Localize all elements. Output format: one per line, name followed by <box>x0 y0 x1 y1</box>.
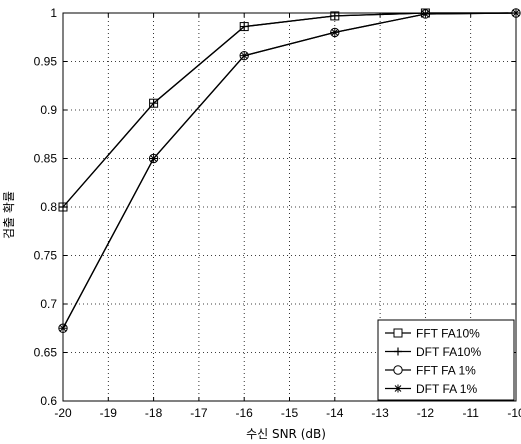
legend-marker-square <box>393 328 403 338</box>
x-tick-label: -18 <box>145 406 163 420</box>
y-tick-label: 0.95 <box>34 55 58 69</box>
x-tick-label: -14 <box>326 406 344 420</box>
data-point-plus <box>240 22 249 31</box>
y-tick-label: 1 <box>50 6 57 20</box>
x-tick-label: -12 <box>417 406 435 420</box>
x-tick-label: -13 <box>371 406 389 420</box>
y-axis-label: 검출 확률 <box>2 191 16 239</box>
series-line <box>62 12 517 329</box>
y-tick-label: 0.9 <box>40 103 57 117</box>
data-point-star <box>240 51 249 60</box>
x-tick-label: -10 <box>507 406 521 420</box>
plot-area <box>62 12 517 402</box>
data-point-plus <box>149 99 158 108</box>
x-tick-label: -11 <box>462 406 479 420</box>
y-tick-label: 0.8 <box>40 200 57 214</box>
legend: FFT FA10% DFT FA10% FFT FA 1% DFT FA 1% <box>377 319 515 401</box>
axis-ticks: -20 -19 -18 -17 -16 -15 -14 -13 -12 -11 -10 0.6 0.65… <box>34 6 521 420</box>
y-tick-label: 0.75 <box>34 249 58 263</box>
x-axis-label: 수신 SNR (dB) <box>246 427 326 441</box>
legend-marker-star <box>394 384 402 393</box>
x-tick-label: -17 <box>190 406 208 420</box>
y-tick-label: 0.65 <box>34 346 58 360</box>
legend-label: FFT FA 1% <box>416 364 476 378</box>
legend-label: DFT FA10% <box>416 345 481 359</box>
y-tick-label: 0.85 <box>34 152 58 166</box>
grid <box>63 13 516 401</box>
legend-label: DFT FA 1% <box>416 382 477 396</box>
data-point-star <box>149 154 158 163</box>
x-tick-label: -20 <box>54 406 72 420</box>
legend-label: FFT FA10% <box>416 327 480 341</box>
legend-marker-plus <box>394 347 402 356</box>
x-tick-label: -19 <box>100 406 118 420</box>
y-tick-label: 0.6 <box>40 394 57 408</box>
legend-marker-circle <box>393 365 403 375</box>
x-tick-label: -15 <box>281 406 299 420</box>
data-point-star <box>421 9 430 18</box>
data-point-star <box>330 28 339 37</box>
x-tick-label: -16 <box>236 406 254 420</box>
y-tick-label: 0.7 <box>40 297 57 311</box>
